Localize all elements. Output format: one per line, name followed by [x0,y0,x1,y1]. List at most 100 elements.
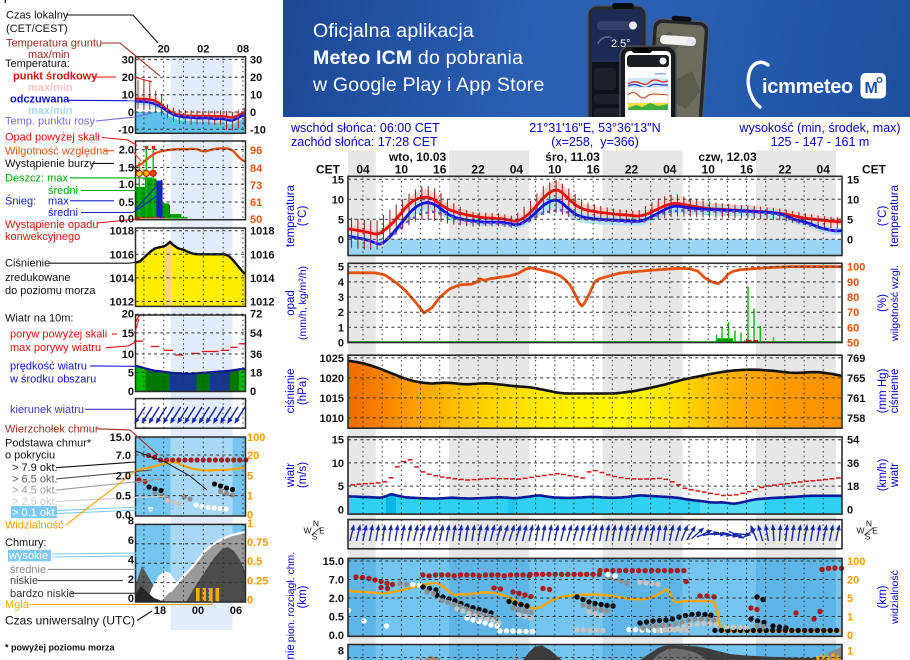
svg-text:> 0.1 okt.: > 0.1 okt. [12,507,58,519]
svg-text:temperatura: temperatura [285,184,297,247]
svg-text:1.5: 1.5 [119,163,134,175]
svg-text:(%): (%) [877,294,889,312]
svg-text:04: 04 [817,163,831,177]
svg-text:meteo: meteo [655,71,667,76]
svg-text:8: 8 [338,646,344,658]
svg-text:Podstawa chmur*: Podstawa chmur* [5,438,92,450]
svg-text:M: M [865,80,878,97]
svg-text:36: 36 [250,349,262,361]
svg-text:do poziomu morza: do poziomu morza [5,285,96,297]
svg-text:18: 18 [154,605,166,617]
svg-text:temperatura: temperatura [889,184,901,247]
svg-text:1010: 1010 [320,413,344,425]
svg-text:śro, 11.03: śro, 11.03 [545,150,600,164]
svg-text:0: 0 [338,234,344,246]
svg-text:2: 2 [128,574,134,586]
svg-text:1018: 1018 [250,226,274,238]
svg-text:0.5: 0.5 [119,197,134,209]
svg-text:02: 02 [197,44,209,56]
svg-text:0: 0 [250,386,256,398]
svg-text:15: 15 [332,174,344,186]
svg-text:70: 70 [847,307,859,319]
svg-text:1020: 1020 [320,373,344,385]
svg-text:1012: 1012 [250,297,274,309]
svg-text:54: 54 [250,328,263,340]
svg-text:10: 10 [395,163,409,177]
svg-text:15.0: 15.0 [323,556,344,568]
svg-text:0.75: 0.75 [247,537,268,549]
svg-text:N: N [866,519,872,529]
svg-text:Widzialność: Widzialność [5,519,64,531]
svg-text:max: max [48,196,69,208]
svg-text:Temperatura gruntu: Temperatura gruntu [6,38,102,50]
svg-text:1016: 1016 [250,249,274,261]
svg-text:100: 100 [847,556,865,568]
svg-text:niskie: niskie [10,575,38,587]
svg-text:Mgła: Mgła [5,599,30,611]
svg-text:kierunek wiatru: kierunek wiatru [10,404,84,416]
svg-text:10: 10 [332,458,344,470]
svg-text:> 6.5 okt.: > 6.5 okt. [12,473,58,485]
svg-text:60: 60 [847,322,859,334]
svg-text:Czas uniwersalny (UTC): Czas uniwersalny (UTC) [5,613,135,627]
svg-text:0: 0 [128,386,134,398]
svg-text:18: 18 [847,481,859,493]
svg-text:8: 8 [128,516,134,528]
svg-text:0.0: 0.0 [329,630,344,642]
svg-text:Wiatr na 10m:: Wiatr na 10m: [5,312,73,324]
svg-text:1: 1 [847,612,853,624]
svg-text:22: 22 [471,163,485,177]
svg-text:73: 73 [250,180,262,192]
svg-text:średni: średni [48,185,78,197]
svg-text:prędkość wiatru: prędkość wiatru [10,360,87,372]
svg-text:22: 22 [778,163,792,177]
svg-text:100: 100 [247,432,265,444]
svg-text:> 4.5 okt.: > 4.5 okt. [12,485,58,497]
svg-text:50: 50 [847,338,859,350]
svg-text:1: 1 [247,518,253,530]
svg-text:0.5: 0.5 [329,612,344,624]
svg-text:max/min: max/min [28,49,70,61]
svg-text:61: 61 [250,197,262,209]
svg-text:7.0: 7.0 [116,450,131,462]
svg-text:5: 5 [338,262,344,274]
svg-text:0: 0 [128,107,134,119]
svg-text:08: 08 [237,44,249,56]
svg-text:0: 0 [338,338,344,350]
svg-text:CET: CET [316,163,341,177]
svg-text:(°C): (°C) [877,206,889,227]
svg-text:5: 5 [338,481,344,493]
svg-text:100: 100 [847,262,865,274]
svg-text:0: 0 [247,595,253,607]
svg-text:10: 10 [548,163,562,177]
svg-text:00: 00 [192,605,204,617]
svg-text:Opad powyżej skali: Opad powyżej skali [5,132,100,144]
svg-text:zredukowane: zredukowane [5,272,70,284]
svg-text:769: 769 [847,353,865,365]
svg-text:06: 06 [230,605,242,617]
svg-text:3: 3 [338,292,344,304]
svg-text:10: 10 [122,349,134,361]
svg-text:(m/s): (m/s) [297,462,309,488]
svg-text:10: 10 [122,90,134,102]
svg-text:20: 20 [847,575,859,587]
svg-text:2.0: 2.0 [116,470,131,482]
svg-text:16: 16 [586,163,600,177]
svg-text:1016: 1016 [110,249,134,261]
svg-text:04: 04 [510,163,524,177]
svg-text:Temp. punktu rosy: Temp. punktu rosy [5,116,95,128]
svg-text:(hPa): (hPa) [297,377,309,405]
svg-text:(CET/CEST): (CET/CEST) [6,23,68,35]
svg-text:poryw powyżej skali: poryw powyżej skali [10,329,107,341]
svg-text:(km): (km) [877,585,889,608]
svg-text:ciśnienie: ciśnienie [889,369,901,414]
svg-text:0.5: 0.5 [247,556,262,568]
svg-text:10: 10 [250,90,262,102]
svg-text:20: 20 [250,72,262,84]
svg-text:758: 758 [847,413,865,425]
svg-text:1012: 1012 [110,297,134,309]
svg-text:765: 765 [847,373,865,385]
svg-text:(mm/h, kg/m²/h): (mm/h, kg/m²/h) [297,266,309,340]
svg-text:(km/h): (km/h) [877,459,889,492]
svg-text:-10: -10 [250,124,266,136]
